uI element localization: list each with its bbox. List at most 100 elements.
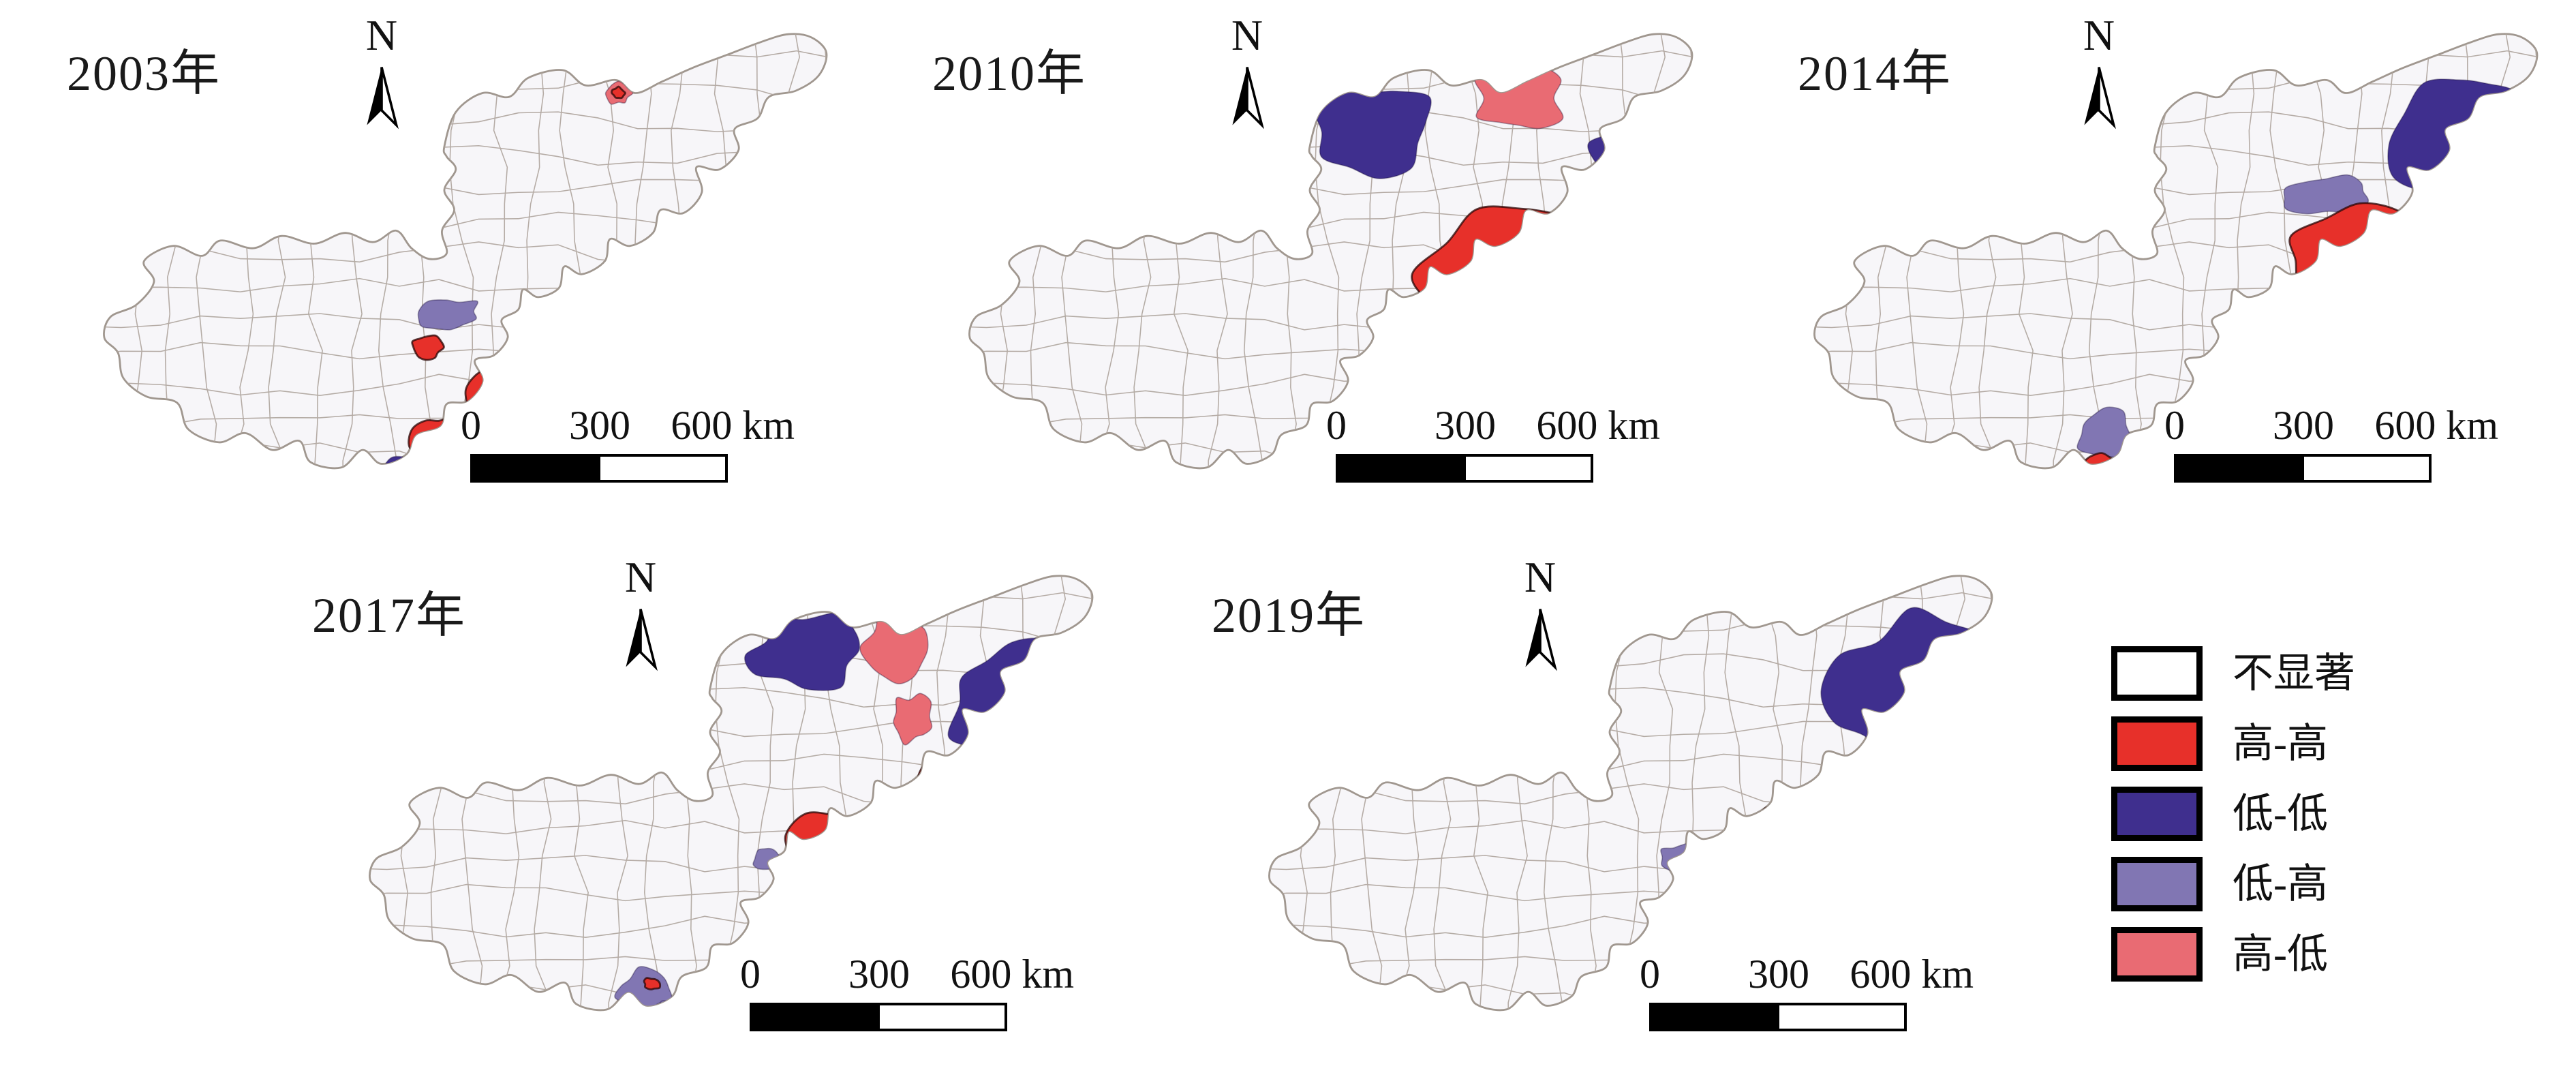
north-arrow: N — [2058, 14, 2140, 137]
scale-bar-labels: 0 300 600 km — [2164, 402, 2498, 448]
north-arrow-icon — [1525, 609, 1557, 671]
legend-item-high-high: 高-高 — [2111, 716, 2534, 771]
patch-low-low — [699, 1020, 729, 1043]
north-label: N — [2083, 11, 2115, 59]
scale-tick-600: 600 km — [950, 952, 1074, 997]
patch-low-high — [752, 847, 780, 870]
scale-bar-empty-segment — [1777, 1005, 1904, 1029]
scale-bar-labels: 0 300 600 km — [1326, 402, 1660, 448]
patch-low-high — [2249, 500, 2274, 520]
patch-low-low — [2142, 494, 2173, 521]
north-label: N — [1524, 553, 1557, 601]
scale-bar: 0 300 600 km — [1640, 951, 1974, 1033]
scale-bar-graphic — [470, 454, 728, 483]
scale-bar-empty-segment — [2301, 457, 2429, 480]
scale-tick-0: 0 — [2164, 403, 2185, 448]
map-panel-2003: 2003年 N 0 300 600 km — [41, 7, 886, 532]
north-label: N — [624, 553, 657, 601]
north-arrow: N — [1206, 14, 1288, 137]
north-arrow-icon — [367, 67, 399, 130]
map-panel-2010: 2010年 N 0 300 600 km — [906, 7, 1751, 532]
legend-item-high-low: 高-低 — [2111, 927, 2534, 982]
region-map — [1268, 575, 1993, 1012]
scale-bar-filled-segment — [1338, 457, 1463, 480]
scale-tick-300: 300 — [569, 403, 630, 448]
scale-bar-graphic — [2174, 454, 2432, 483]
patch-low-high — [652, 1000, 692, 1010]
scale-tick-300: 300 — [2273, 403, 2334, 448]
scale-tick-0: 0 — [1640, 952, 1660, 997]
north-label: N — [1231, 11, 1263, 59]
scale-bar-filled-segment — [752, 1005, 877, 1029]
north-arrow-icon — [626, 609, 658, 671]
patch-high-high — [2233, 372, 2268, 398]
year-label: 2010年 — [932, 46, 1087, 101]
scale-bar-empty-segment — [598, 457, 725, 480]
legend-swatch — [2111, 646, 2203, 701]
legend-label: 高-高 — [2233, 721, 2328, 766]
scale-bar: 0 300 600 km — [461, 402, 795, 484]
scale-tick-0: 0 — [740, 952, 761, 997]
region-map — [369, 575, 1094, 1043]
patch-high-high — [2415, 213, 2470, 286]
north-label: N — [365, 11, 398, 59]
patch-high-low — [2481, 169, 2509, 194]
scale-bar-labels: 0 300 600 km — [1640, 951, 1974, 997]
scale-bar-empty-segment — [1463, 457, 1591, 480]
scale-bar: 0 300 600 km — [1326, 402, 1660, 484]
patch-high-high — [780, 811, 895, 922]
north-arrow-icon — [1232, 67, 1264, 130]
patch-high-high — [408, 416, 463, 468]
patch-high-high — [643, 977, 662, 990]
year-label: 2014年 — [1798, 46, 1952, 101]
patch-low-low — [463, 499, 498, 525]
patch-high-high — [411, 334, 445, 361]
scale-bar-filled-segment — [473, 457, 598, 480]
legend-label: 高-低 — [2233, 932, 2328, 977]
region-map — [103, 33, 828, 525]
scale-bar-labels: 0 300 600 km — [740, 951, 1074, 997]
scale-bar-filled-segment — [2177, 457, 2301, 480]
scale-tick-0: 0 — [461, 403, 481, 448]
legend-label: 不显著 — [2233, 651, 2355, 696]
patch-high-high — [2076, 452, 2120, 468]
patch-high-high — [611, 85, 626, 100]
legend-item-not-significant: 不显著 — [2111, 646, 2534, 701]
map-panel-2019: 2019年 N 0 300 600 km — [1186, 549, 2072, 1077]
scale-bar: 0 300 600 km — [740, 951, 1074, 1033]
north-arrow: N — [341, 14, 423, 137]
year-label: 2019年 — [1212, 588, 1366, 643]
north-arrow-icon — [2084, 67, 2116, 130]
scale-tick-600: 600 km — [1850, 952, 1974, 997]
north-arrow: N — [600, 556, 681, 679]
scale-bar-labels: 0 300 600 km — [461, 402, 795, 448]
patch-high-high — [677, 224, 722, 265]
patch-high-high — [1672, 857, 1794, 962]
scale-tick-600: 600 km — [671, 403, 795, 448]
patch-high-high — [1758, 806, 1808, 849]
map-panel-2017: 2017年 N 0 300 600 km — [286, 549, 1172, 1077]
legend-swatch — [2111, 716, 2203, 771]
legend-item-low-high: 低-高 — [2111, 857, 2534, 911]
patch-high-low — [893, 693, 933, 746]
scale-tick-300: 300 — [848, 952, 910, 997]
scale-bar-filled-segment — [1652, 1005, 1777, 1029]
patch-high-high — [1405, 307, 1488, 393]
patch-low-high — [1426, 317, 1442, 337]
scale-tick-600: 600 km — [1536, 403, 1660, 448]
scale-tick-600: 600 km — [2374, 403, 2498, 448]
patch-low-high — [2117, 446, 2153, 468]
map-panel-2014: 2014年 N 0 300 600 km — [1772, 7, 2576, 532]
scale-bar-graphic — [750, 1003, 1007, 1031]
legend-item-low-low: 低-低 — [2111, 787, 2534, 841]
patch-high-low — [1474, 64, 1564, 130]
legend-label: 低-高 — [2233, 862, 2328, 907]
patch-low-high — [417, 299, 478, 331]
patch-low-high — [1660, 843, 1698, 875]
scale-bar-graphic — [1336, 454, 1593, 483]
map-legend: 不显著 高-高 低-低 低-高 高-低 — [2111, 646, 2534, 997]
legend-swatch — [2111, 857, 2203, 911]
scale-tick-0: 0 — [1326, 403, 1347, 448]
region-map — [968, 33, 1693, 470]
